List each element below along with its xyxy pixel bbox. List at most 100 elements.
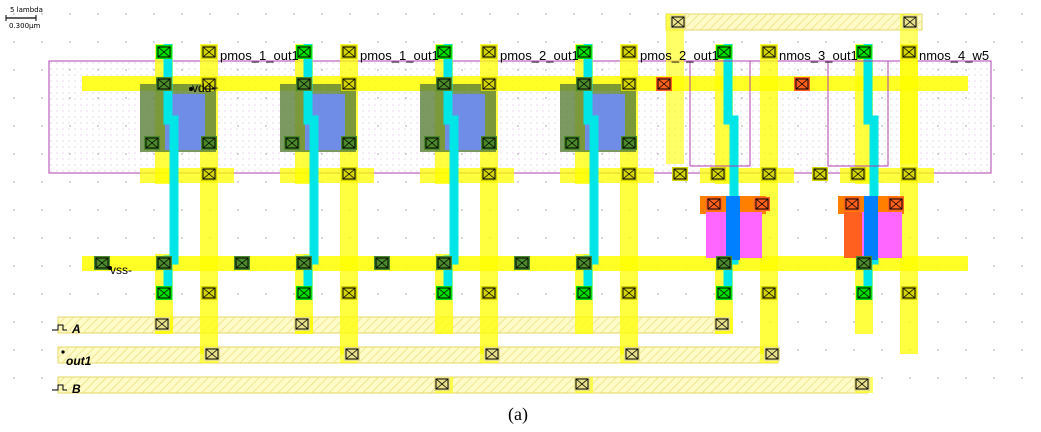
metal-bridge-2 <box>420 168 514 183</box>
contact-pmos-src-3 <box>564 136 580 150</box>
contact-loop-0 <box>670 15 686 29</box>
contact-nmos-top-3 <box>850 167 866 181</box>
contact-pmos-src-0 <box>144 136 160 150</box>
contact-bottom-gate-0 <box>156 286 172 300</box>
output-pin-icon <box>61 350 65 354</box>
contact-bottom-gate-2 <box>436 286 452 300</box>
scale-bar: 5 lambda 0.300µm <box>5 6 43 30</box>
contact-pmos-drn-0 <box>201 136 217 150</box>
top-loop-hatch <box>666 14 922 30</box>
contact-out-2 <box>484 347 500 361</box>
contact-bridge-0 <box>201 167 217 181</box>
scale-bar-line2: 0.300µm <box>9 22 40 30</box>
metal-bridge-3 <box>560 168 654 183</box>
contact-bus-4 <box>574 377 590 391</box>
contact-rail-3 <box>514 256 530 270</box>
contact-nmos-0 <box>706 197 722 211</box>
contact-bridge-3 <box>621 167 637 181</box>
contact-loop-1 <box>902 15 918 29</box>
contact-bus-5 <box>854 377 870 391</box>
clock-pin-icon <box>52 384 67 391</box>
contact-bottom-gate-4 <box>716 286 732 300</box>
contact-pmos-src-1 <box>284 136 300 150</box>
contact-vdd-drain-1 <box>341 77 357 91</box>
contact-top-gate-3 <box>576 45 592 59</box>
pin-out1[interactable]: out1 <box>61 350 92 368</box>
cell-label-pmos-2b: pmos_2_out1 <box>640 48 719 63</box>
pin-b-label: B <box>72 382 81 396</box>
contact-top-gate-4 <box>716 45 732 59</box>
contact-bus-3 <box>434 377 450 391</box>
vdd-label: vdd+ <box>192 81 218 95</box>
contact-bottom-gate-5 <box>856 286 872 300</box>
contact-bottom-gate-3 <box>576 286 592 300</box>
cell-label-pmos-1b: pmos_1_out1 <box>360 48 439 63</box>
contact-nmos-top-2 <box>812 167 828 181</box>
contact-bus-2 <box>714 317 730 331</box>
vdd-label-group: vdd+ <box>189 81 218 95</box>
cell-label-nmos-3: nmos_3_out1 <box>779 48 858 63</box>
contact-vss-5 <box>856 256 872 270</box>
contact-bridge-5 <box>901 167 917 181</box>
contact-bottom-drain-2 <box>481 286 497 300</box>
bus-b-hatch <box>58 377 868 393</box>
contact-out-1 <box>344 347 360 361</box>
contact-out-3 <box>624 347 640 361</box>
vss-label: vss- <box>110 263 132 277</box>
pin-b[interactable]: B <box>52 382 81 396</box>
contact-top-drain-2 <box>481 45 497 59</box>
contact-bottom-drain-4 <box>761 286 777 300</box>
contact-vdd-gate-0 <box>156 77 172 91</box>
contact-bottom-drain-3 <box>621 286 637 300</box>
contact-via-vdd-0 <box>656 77 672 91</box>
contact-nmos-top-1 <box>710 167 726 181</box>
contact-bottom-drain-5 <box>901 286 917 300</box>
contact-top-drain-1 <box>341 45 357 59</box>
cell-label-pmos-2a: pmos_2_out1 <box>500 48 579 63</box>
contact-vss-0 <box>156 256 172 270</box>
contact-vdd-gate-2 <box>436 77 452 91</box>
contact-nmos-1 <box>754 197 770 211</box>
metal-bridge-0 <box>140 168 234 183</box>
metal-strip-drain-4 <box>760 44 778 184</box>
nmos-device-4 <box>838 196 904 260</box>
contact-vdd-drain-0 <box>201 77 217 91</box>
figure-caption: (a) <box>508 404 528 425</box>
cell-label-nmos-4: nmos_4_w5 <box>919 48 989 63</box>
contact-nmos-2 <box>844 197 860 211</box>
contact-bridge-4 <box>761 167 777 181</box>
contact-top-drain-5 <box>901 45 917 59</box>
contact-pmos-drn-2 <box>481 136 497 150</box>
contact-out-4 <box>764 347 780 361</box>
contact-out-0 <box>204 347 220 361</box>
contact-top-drain-4 <box>761 45 777 59</box>
contacts <box>94 15 918 391</box>
clock-pin-icon <box>52 324 67 331</box>
contact-top-gate-0 <box>156 45 172 59</box>
contact-rail-0 <box>94 256 110 270</box>
contact-vdd-drain-2 <box>481 77 497 91</box>
pin-out1-label: out1 <box>66 354 92 368</box>
contact-via-vdd-1 <box>794 77 810 91</box>
nmos4-poly-outline <box>827 60 889 167</box>
contact-bottom-gate-1 <box>296 286 312 300</box>
contact-top-gate-5 <box>856 45 872 59</box>
contact-vdd-gate-1 <box>296 77 312 91</box>
contact-pmos-drn-3 <box>621 136 637 150</box>
contact-top-drain-0 <box>201 45 217 59</box>
contact-vss-2 <box>436 256 452 270</box>
contact-pmos-drn-1 <box>341 136 357 150</box>
contact-vss-3 <box>576 256 592 270</box>
pin-a-label: A <box>71 322 81 336</box>
contact-top-gate-1 <box>296 45 312 59</box>
contact-top-drain-3 <box>621 45 637 59</box>
pin-a[interactable]: A <box>52 322 81 336</box>
metal-bridge-1 <box>280 168 374 183</box>
contact-pmos-src-2 <box>424 136 440 150</box>
contact-nmos-3 <box>888 197 904 211</box>
contact-top-gate-2 <box>436 45 452 59</box>
contact-bus-0 <box>154 317 170 331</box>
contact-bottom-drain-1 <box>341 286 357 300</box>
scale-bar-line1: 5 lambda <box>10 6 43 14</box>
